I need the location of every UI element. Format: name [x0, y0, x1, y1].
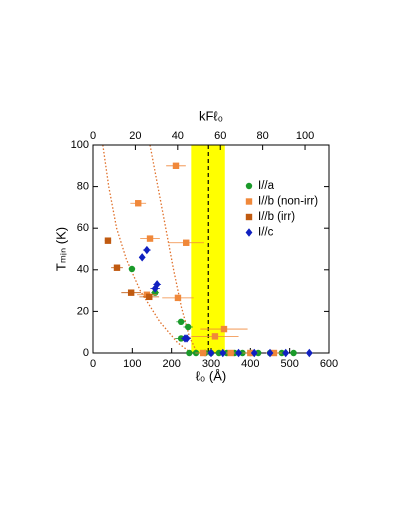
y-tick-label: 60	[77, 222, 89, 234]
legend-marker	[245, 228, 253, 237]
y-tick-label: 0	[83, 347, 89, 359]
data-point	[186, 349, 193, 357]
x2-tick-label: 0	[90, 130, 96, 142]
data-point	[215, 349, 223, 357]
x2-tick-label: 60	[214, 130, 226, 142]
x-tick-label: 300	[202, 358, 220, 370]
data-point	[270, 349, 278, 357]
y-tick-label: 80	[77, 181, 89, 193]
data-point	[247, 349, 254, 357]
legend-label: I//c	[258, 227, 274, 239]
x2-tick-label: 40	[172, 130, 184, 142]
y-tick-label: 20	[77, 305, 89, 317]
x-tick-label: 200	[162, 358, 180, 370]
legend-label: I//b (irr)	[258, 211, 295, 223]
data-point	[127, 289, 135, 296]
data-point	[172, 162, 180, 169]
y-tick-label: 40	[77, 264, 89, 276]
data-point	[220, 325, 228, 333]
x-axis-title: ℓ₀ (Å)	[196, 368, 227, 383]
data-point	[219, 348, 227, 358]
data-point	[235, 348, 242, 358]
data-point	[250, 348, 258, 358]
legend-marker	[245, 213, 253, 221]
data-point	[290, 349, 297, 357]
legend-marker	[245, 198, 253, 205]
data-point	[177, 318, 185, 325]
x2-tick-label: 80	[257, 130, 269, 142]
legend-label: I//a	[258, 180, 275, 192]
x2-tick-label: 20	[129, 130, 141, 142]
x-tick-label: 100	[123, 358, 141, 370]
x2-tick-label: 100	[296, 130, 314, 142]
y-axis-title: Tₘᵢₙ (K)	[53, 227, 68, 271]
x-tick-label: 0	[90, 358, 96, 370]
y-tick-label: 100	[71, 139, 89, 151]
data-point	[135, 200, 142, 207]
x-tick-label: 500	[280, 358, 298, 370]
data-point	[227, 349, 234, 357]
data-point	[305, 348, 313, 358]
shaded-region	[191, 145, 225, 353]
data-point	[113, 264, 121, 271]
data-point	[143, 245, 151, 255]
x2-axis-title: kFℓ₀	[199, 108, 223, 123]
data-point	[151, 284, 159, 293]
data-point	[146, 293, 153, 301]
data-point	[211, 333, 219, 340]
data-point	[199, 349, 207, 357]
fit-curve	[102, 145, 192, 353]
x-tick-label: 400	[241, 358, 259, 370]
data-point	[282, 348, 290, 358]
data-point	[183, 239, 190, 246]
data-point	[183, 334, 191, 343]
data-point	[266, 348, 274, 358]
data-point	[207, 348, 215, 358]
x-tick-label: 600	[320, 358, 338, 370]
legend-label: I//b (non-irr)	[258, 196, 318, 208]
data-point	[104, 237, 112, 244]
data-point	[128, 265, 136, 273]
data-point	[184, 323, 192, 331]
data-point	[174, 294, 182, 302]
data-point	[146, 235, 154, 242]
legend-marker	[245, 182, 253, 190]
data-point	[138, 253, 146, 262]
fit-curve	[149, 145, 198, 353]
